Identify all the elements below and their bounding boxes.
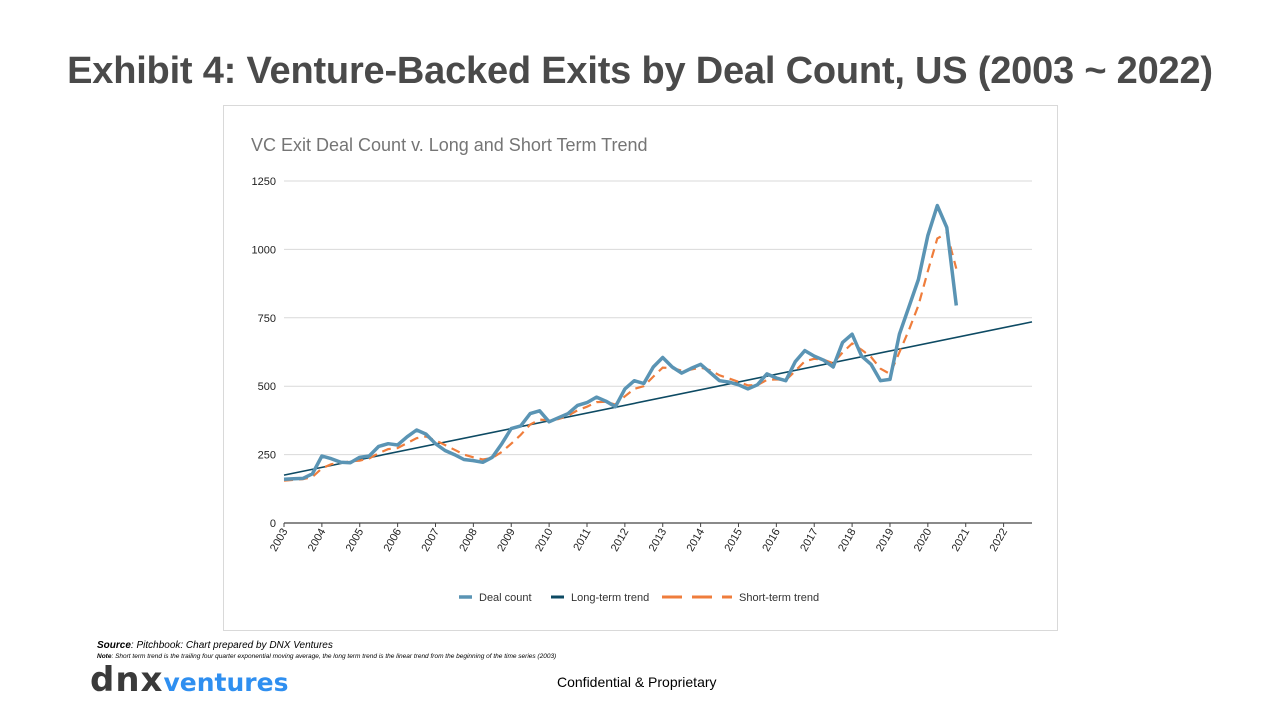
legend-label: Short-term trend [739, 592, 819, 604]
x-tick-label: 2012 [609, 527, 632, 554]
chart-title: VC Exit Deal Count v. Long and Short Ter… [251, 135, 648, 155]
x-tick-label: 2022 [988, 527, 1011, 554]
y-tick-label: 750 [258, 313, 276, 325]
x-tick-label: 2011 [571, 527, 593, 553]
long-term-trend-line [283, 321, 1033, 476]
legend-label: Deal count [479, 592, 532, 604]
x-tick-label: 2009 [495, 527, 518, 554]
deal-count-line [283, 203, 959, 481]
line-chart: VC Exit Deal Count v. Long and Short Ter… [251, 135, 1033, 604]
y-tick-label: 0 [270, 518, 276, 530]
source-label: Source [97, 640, 131, 651]
chart-panel: VC Exit Deal Count v. Long and Short Ter… [223, 105, 1058, 631]
source-line: Source: Pitchbook: Chart prepared by DNX… [97, 640, 333, 651]
x-tick-label: 2010 [533, 527, 556, 554]
chart-legend: Deal count Long-term trend Short-term tren… [459, 592, 819, 604]
logo-dnx: dnx [90, 660, 164, 700]
x-tick-label: 2003 [268, 527, 291, 554]
x-tick-label: 2015 [722, 527, 745, 554]
x-tick-label: 2008 [457, 527, 480, 554]
x-tick-label: 2014 [685, 527, 708, 554]
x-tick-label: 2017 [798, 527, 821, 554]
slide-title: Exhibit 4: Venture-Backed Exits by Deal … [67, 50, 1213, 92]
x-axis-ticks: 2003 2004 2005 2006 2007 2008 2009 2010 2011 2012… [268, 523, 1010, 554]
y-tick-label: 1250 [252, 176, 276, 188]
legend-label: Long-term trend [571, 592, 649, 604]
x-tick-label: 2004 [306, 527, 329, 554]
confidential-label: Confidential & Proprietary [557, 674, 717, 690]
note-text: : Short term trend is the trailing four … [111, 653, 557, 660]
x-tick-label: 2007 [419, 527, 442, 554]
y-axis-ticks: 0 250 500 750 1000 1250 [252, 176, 276, 530]
x-tick-label: 2005 [344, 527, 367, 554]
dnx-ventures-logo: dnxventures [90, 663, 288, 697]
logo-ventures: ventures [163, 668, 289, 697]
x-tick-label: 2006 [382, 527, 405, 554]
x-tick-label: 2013 [647, 527, 670, 554]
source-text: : Pitchbook: Chart prepared by DNX Ventu… [130, 640, 333, 651]
x-tick-label: 2020 [912, 527, 935, 554]
x-tick-label: 2018 [836, 527, 859, 554]
note-label: Note [97, 653, 112, 660]
y-tick-label: 1000 [252, 244, 276, 256]
y-tick-label: 500 [258, 381, 276, 393]
x-tick-label: 2019 [874, 527, 897, 554]
x-tick-label: 2016 [760, 527, 783, 554]
gridlines [284, 180, 1032, 524]
x-tick-label: 2021 [950, 527, 973, 554]
y-tick-label: 250 [258, 450, 276, 462]
series-lines [283, 203, 1033, 482]
note-line: Note: Short term trend is the trailing f… [97, 653, 556, 660]
